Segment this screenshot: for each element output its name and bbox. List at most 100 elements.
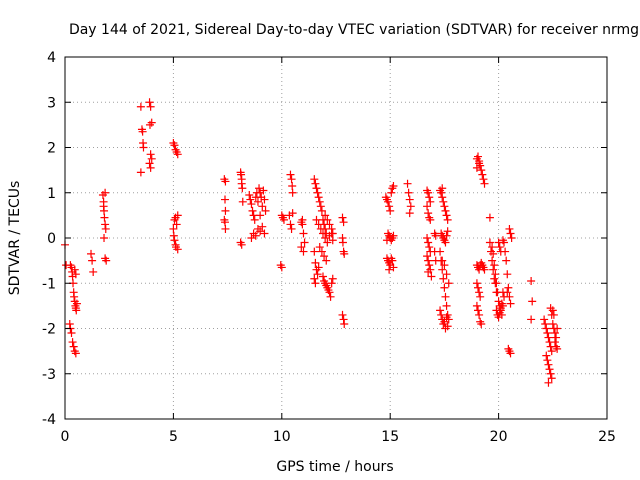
data-point: [441, 238, 450, 247]
data-point: [101, 224, 110, 233]
data-point: [277, 263, 286, 272]
data-point: [261, 206, 270, 215]
data-point: [72, 306, 81, 315]
data-point: [170, 141, 179, 150]
data-point: [173, 211, 182, 220]
data-point: [279, 215, 288, 224]
data-point: [318, 229, 327, 238]
data-point: [506, 349, 515, 358]
x-tick-label: 10: [273, 429, 291, 445]
data-point: [89, 267, 98, 276]
data-point: [500, 238, 509, 247]
data-point: [260, 229, 269, 238]
data-point: [247, 234, 256, 242]
data-point: [323, 238, 332, 247]
data-point: [547, 347, 556, 356]
y-tick-label: 2: [47, 141, 56, 157]
data-point: [325, 220, 334, 229]
data-point: [475, 310, 484, 319]
data-point: [221, 206, 230, 215]
data-point: [405, 209, 414, 218]
data-point: [545, 365, 554, 374]
data-point: [439, 274, 448, 283]
data-point: [474, 283, 483, 292]
data-point: [313, 270, 322, 279]
x-tick-label: 20: [490, 429, 508, 445]
data-point: [87, 249, 96, 258]
data-point: [501, 247, 510, 256]
data-point: [67, 329, 76, 338]
data-point: [503, 270, 512, 279]
data-point: [258, 222, 267, 231]
y-tick-label: -4: [42, 412, 56, 428]
data-point: [259, 186, 268, 195]
data-point: [72, 299, 81, 308]
data-point: [504, 283, 513, 292]
data-point: [492, 279, 501, 288]
data-point: [476, 292, 485, 301]
data-point: [472, 301, 481, 310]
data-point: [318, 272, 327, 281]
data-point: [480, 179, 489, 188]
data-point: [494, 313, 503, 322]
data-point: [322, 256, 331, 265]
data-point: [237, 240, 246, 249]
data-point: [546, 369, 555, 378]
data-point: [88, 256, 97, 265]
data-point: [475, 288, 484, 297]
x-tick-label: 25: [598, 429, 616, 445]
data-point: [326, 292, 335, 301]
data-point: [405, 195, 414, 204]
data-point: [310, 175, 319, 184]
y-tick-label: -2: [42, 322, 56, 338]
data-point: [65, 319, 74, 328]
y-axis-label: SDTVAR / TECUs: [7, 181, 23, 296]
data-point: [387, 188, 396, 197]
data-point: [339, 315, 348, 324]
data-point: [506, 299, 515, 308]
y-tick-label: -3: [42, 367, 56, 383]
data-point: [311, 279, 320, 288]
data-point: [441, 206, 450, 215]
data-point: [101, 188, 110, 197]
data-point: [442, 270, 451, 279]
data-point: [440, 283, 449, 292]
data-point: [474, 152, 483, 161]
data-point: [315, 243, 324, 252]
data-point: [442, 211, 451, 220]
data-point: [425, 243, 434, 252]
data-point: [145, 159, 154, 168]
data-point: [327, 229, 336, 238]
data-point: [312, 215, 321, 224]
data-point: [478, 170, 487, 179]
data-point: [424, 188, 433, 197]
data-point: [146, 102, 155, 111]
x-tick-label: 15: [381, 429, 399, 445]
data-point: [385, 265, 394, 274]
data-point: [221, 177, 230, 186]
data-point: [287, 224, 296, 233]
chart-title: Day 144 of 2021, Sidereal Day-to-day VTE…: [69, 22, 639, 38]
data-point: [437, 188, 446, 197]
y-tick-label: 1: [47, 186, 56, 202]
data-point: [385, 202, 394, 211]
data-point: [544, 360, 553, 369]
data-point: [286, 220, 295, 229]
data-point: [221, 224, 230, 233]
data-point: [553, 324, 562, 333]
data-point: [436, 306, 445, 315]
data-point: [139, 143, 148, 152]
data-point: [71, 270, 80, 279]
data-point: [327, 279, 336, 288]
data-point: [550, 329, 559, 338]
data-point: [328, 236, 337, 245]
data-point: [256, 211, 265, 220]
data-point: [503, 288, 512, 297]
data-point: [71, 349, 80, 358]
data-point: [550, 338, 559, 347]
data-point: [443, 322, 452, 331]
y-axis: -4 -3 -2 -1 0 1 2 3 4: [42, 50, 607, 428]
data-point: [542, 351, 551, 360]
data-point: [299, 247, 308, 256]
data-point: [258, 202, 267, 211]
